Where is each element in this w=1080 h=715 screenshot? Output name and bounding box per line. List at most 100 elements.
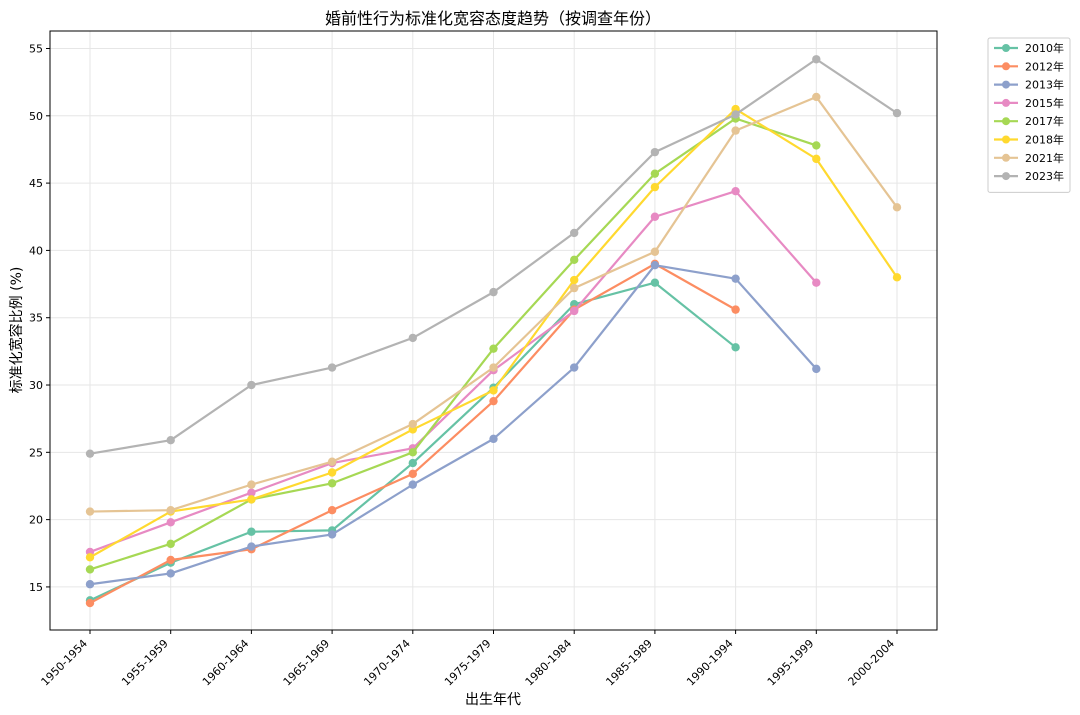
x-tick-label: 1960-1964 [200,637,252,689]
data-point [327,506,337,515]
legend-label: 2021年 [1025,151,1064,165]
data-point [247,380,256,390]
x-tick-label: 1980-1984 [523,637,575,689]
data-point [85,580,95,589]
data-point [570,255,579,265]
data-point [731,274,740,283]
data-point [327,468,337,477]
legend-label: 2010年 [1025,41,1064,55]
data-point [650,147,660,157]
data-point [408,469,417,479]
data-point [247,488,256,497]
series-2021年 [85,92,902,516]
data-point [650,261,660,270]
legend-label: 2015年 [1025,96,1064,110]
legend-swatch-marker [1002,80,1010,89]
data-point [489,434,498,444]
data-point [327,457,337,466]
legend-box [987,37,1071,193]
y-tick-label: 20 [29,514,43,527]
data-point [327,363,337,372]
x-tick-label: 1985-1989 [603,637,655,689]
data-point [812,92,821,102]
data-point [570,283,579,293]
data-point [650,247,660,256]
data-point [570,306,579,316]
y-tick-label: 15 [29,581,43,594]
series-2018年 [85,104,902,562]
data-point [408,448,417,457]
y-tick-label: 25 [29,446,43,459]
data-point [570,228,579,238]
data-point [892,203,902,212]
series-layer [85,55,902,608]
y-axis-label: 标准化宽容比例 (%) [8,267,25,394]
x-tick-label: 1970-1974 [361,637,413,689]
data-point [650,169,660,178]
series-line [88,117,818,571]
data-point [166,506,175,515]
data-point [327,479,337,488]
data-point [892,273,902,282]
x-tick-label: 1995-1999 [765,637,817,689]
legend-swatch-marker [1002,62,1010,71]
series-2015年 [85,186,821,557]
data-point [166,436,175,445]
data-point [489,386,498,395]
y-tick-label: 40 [29,244,43,257]
legend-swatch-marker [1002,172,1010,181]
series-2023年 [85,55,902,458]
y-tick-label: 50 [29,110,43,123]
legend-swatch-marker [1002,117,1010,126]
data-point [85,507,95,516]
data-point [489,287,498,297]
data-point [85,449,95,458]
data-point [247,480,256,489]
data-point [85,553,95,562]
data-point [892,108,902,118]
data-point [731,186,740,196]
x-tick-label: 2000-2004 [846,637,898,689]
data-point [247,495,256,504]
data-point [408,419,417,429]
data-point [489,396,498,406]
legend-label: 2012年 [1025,59,1064,73]
data-point [812,141,821,150]
data-point [812,364,821,374]
legend: 2010年 2012年 2013年 2015年 2017年 2018年 2021年 2023年 [987,37,1071,193]
grid [50,31,937,630]
data-point [650,278,660,287]
legend-label: 2017年 [1025,114,1064,128]
axes: 1950-1954 1955-1959 1960-1964 1965-1969 1970… [29,42,898,689]
data-point [650,182,660,192]
data-point [812,55,821,64]
data-point [166,518,175,527]
data-point [731,126,740,135]
data-point [489,363,498,372]
x-tick-label: 1975-1979 [442,637,494,689]
legend-swatch-marker [1002,98,1010,107]
legend-label: 2018年 [1025,133,1064,147]
series-line [88,190,818,554]
series-line [88,264,818,586]
x-axis-label: 出生年代 [465,692,521,708]
legend-label: 2023年 [1025,169,1064,183]
y-tick-label: 55 [29,42,43,55]
data-point [408,333,417,343]
data-point [570,275,579,285]
y-tick-label: 35 [29,312,43,325]
chart-title: 婚前性行为标准化宽容态度趋势（按调查年份） [325,9,661,28]
y-tick-label: 45 [29,177,43,190]
y-tick-label: 30 [29,379,43,392]
data-point [731,110,740,119]
data-point [166,569,175,578]
series-2013年 [85,261,821,589]
data-point [166,555,175,565]
data-point [731,343,740,352]
legend-swatch-marker [1002,135,1010,144]
legend-swatch-marker [1002,44,1010,52]
data-point [85,598,95,608]
data-point [812,278,821,287]
data-point [489,344,498,353]
